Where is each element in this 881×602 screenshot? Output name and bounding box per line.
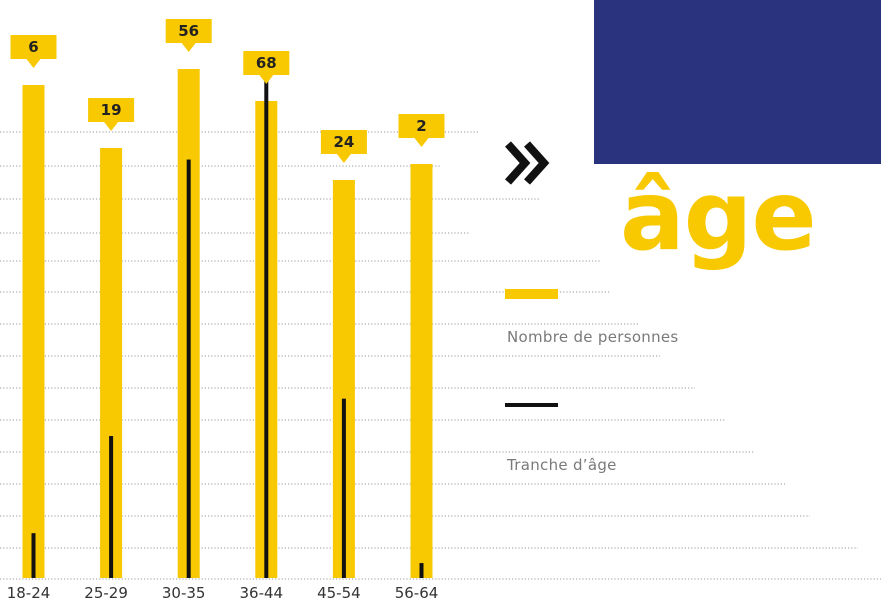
inner-bar-56-64 <box>419 563 424 578</box>
chart-data-labels: 6 19 56 68 24 2 <box>10 19 445 163</box>
bar-45-54 <box>332 180 355 578</box>
legend-swatch-count <box>505 289 558 299</box>
data-label-text: 6 <box>28 38 38 56</box>
x-tick-label: 36-44 <box>240 584 284 602</box>
data-label-text: 24 <box>333 133 354 151</box>
x-tick-label: 18-24 <box>7 584 51 602</box>
bar-25-29 <box>100 148 123 578</box>
chart-x-tick-labels: 18-24 25-29 30-35 36-44 45-54 56-64 <box>7 584 439 602</box>
data-label-18-24: 6 <box>10 35 57 68</box>
data-label-text: 68 <box>256 54 277 72</box>
inner-bar-45-54 <box>341 398 346 578</box>
inner-bar-36-44 <box>264 69 269 578</box>
x-tick-label: 56-64 <box>395 584 439 602</box>
data-label-45-54: 24 <box>320 130 367 163</box>
inner-bar-30-35 <box>186 159 191 579</box>
chart-bars <box>22 69 433 578</box>
inner-bar-18-24 <box>31 533 36 578</box>
decorative-navy-block <box>594 0 881 164</box>
bar-56-64 <box>410 164 433 578</box>
bar-18-24 <box>22 85 45 578</box>
data-label-30-35: 56 <box>165 19 212 52</box>
legend-swatch-age-range <box>505 403 558 407</box>
chart-inner-bars <box>31 69 424 579</box>
data-label-56-64: 2 <box>398 114 445 147</box>
chart-title: âge <box>620 160 817 272</box>
data-label-text: 19 <box>101 101 122 119</box>
legend-label-count: Nombre de personnes <box>507 328 679 346</box>
data-label-25-29: 19 <box>88 98 135 131</box>
x-tick-label: 30-35 <box>162 584 206 602</box>
legend-label-age-range: Tranche d’âge <box>507 456 617 474</box>
x-tick-label: 25-29 <box>84 584 128 602</box>
data-label-36-44: 68 <box>243 51 290 84</box>
x-tick-label: 45-54 <box>317 584 361 602</box>
double-chevron-right-icon <box>505 141 550 185</box>
data-label-text: 56 <box>178 22 199 40</box>
data-label-text: 2 <box>416 117 426 135</box>
inner-bar-25-29 <box>109 436 114 578</box>
